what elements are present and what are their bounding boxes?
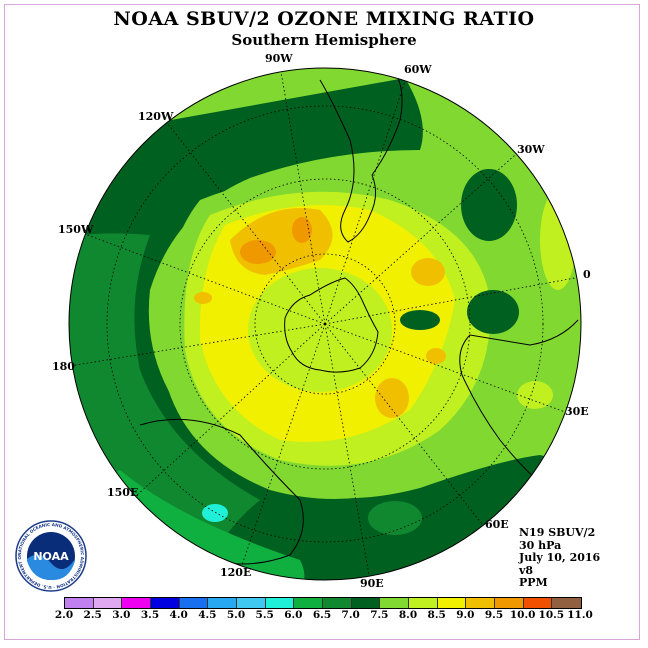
info-level: 30 hPa	[519, 538, 562, 552]
info-date: July 10, 2016	[519, 551, 601, 564]
patch-se-light	[517, 381, 553, 409]
lon-label-150w: 150W	[58, 223, 94, 236]
info-block: N19 SBUV/2 30 hPa July 10, 2016 v8 PPM	[519, 526, 601, 590]
colorbar-tick-label: 8.0	[398, 609, 418, 621]
south-america-outline	[319, 77, 403, 243]
colorbar-swatch	[552, 598, 581, 608]
colorbar-tick-label: 8.5	[427, 609, 446, 621]
lon-label-90e: 90E	[360, 577, 384, 590]
colorbar-swatch	[208, 598, 237, 608]
page-frame	[4, 4, 640, 640]
colorbar-tick-label: 3.0	[112, 609, 131, 621]
patch-east-light	[540, 190, 576, 290]
colorbar-swatch	[122, 598, 151, 608]
colorbar-tick-label: 5.5	[255, 609, 274, 621]
colorbar-swatch	[523, 598, 553, 608]
noaa-logo-icon: NATIONAL OCEANIC AND ATMOSPHERIC ADMINIS…	[14, 519, 87, 592]
colorbar-swatch	[494, 598, 524, 608]
colorbar-swatch	[466, 598, 495, 608]
patch-south	[368, 501, 422, 535]
graticule	[69, 71, 581, 576]
colorbar-swatch	[65, 598, 94, 608]
colorbar-tick-label: 10.5	[538, 609, 565, 621]
info-units: PPM	[519, 576, 548, 589]
colorbar-tick-label: 9.5	[484, 609, 504, 621]
info-satellite: N19 SBUV/2	[519, 526, 596, 539]
colorbar-tick-label: 7.5	[370, 609, 389, 621]
colorbar-tick-label: 10.0	[509, 609, 536, 621]
colorbar-tick-label: 7.0	[341, 609, 360, 621]
core-9-5-a	[240, 240, 276, 264]
antarctica-outline	[284, 277, 379, 373]
colorbar-tick-label: 6.5	[312, 609, 332, 621]
colorbar-tick-label: 5.0	[226, 609, 246, 621]
colorbar-swatch	[437, 598, 467, 608]
lon-label-150e: 150E	[107, 486, 139, 499]
logo-text: NOAA	[33, 550, 69, 563]
colorbar-swatch	[93, 598, 123, 608]
colorbar-tick-label: 3.5	[140, 609, 160, 621]
ozone-field	[69, 68, 581, 580]
lon-label-60e: 60E	[485, 518, 509, 531]
lon-label-120w: 120W	[138, 110, 174, 123]
colorbar-swatch	[294, 598, 323, 608]
lon-label-0: 0	[583, 268, 591, 281]
patch-east-c	[400, 310, 440, 330]
page-subtitle: Southern Hemisphere	[231, 31, 417, 49]
lon-label-30e: 30E	[565, 405, 589, 418]
colorbar-tick-label: 4.5	[198, 609, 217, 621]
max-9-0-e	[194, 292, 212, 304]
page-title: NOAA SBUV/2 OZONE MIXING RATIO	[113, 8, 535, 30]
colorbar-tick-label: 2.5	[83, 609, 102, 621]
colorbar-swatch	[322, 598, 352, 608]
colorbar-tick-label: 11.0	[567, 609, 593, 621]
colorbar-tick-label: 2.0	[54, 609, 74, 621]
colorbar-swatch	[351, 598, 381, 608]
map-boundary	[68, 67, 582, 581]
center-8-0	[248, 268, 392, 392]
max-9-0-b	[411, 258, 445, 286]
patch-east-a	[461, 169, 517, 241]
info-version: v8	[519, 563, 534, 577]
colorbar-swatch	[265, 598, 295, 608]
colorbar-swatch	[380, 598, 409, 608]
colorbar-ticks: 2.0 2.5 3.0 3.5 4.0 4.5 5.0 5.5 6.0 6.5 7.0 7.5 8.0 8…	[55, 609, 593, 623]
max-9-0-d	[426, 348, 446, 364]
lon-label-30w: 30W	[517, 143, 545, 156]
colorbar-tick-label: 6.0	[284, 609, 303, 621]
max-9-0-c	[375, 378, 409, 418]
patch-east-b	[467, 290, 519, 334]
core-9-5-b	[292, 217, 312, 243]
africa-outline	[459, 319, 579, 479]
colorbar-swatch	[236, 598, 266, 608]
lon-label-60w: 60W	[404, 63, 432, 76]
colorbar-swatch	[150, 598, 180, 608]
colorbar	[64, 597, 582, 609]
lon-label-180: 180	[52, 360, 75, 373]
lon-label-90w: 90W	[265, 52, 293, 65]
colorbar-tick-label: 4.0	[169, 609, 188, 621]
lon-label-120e: 120E	[220, 566, 252, 579]
colorbar-swatch	[408, 598, 438, 608]
colorbar-tick-label: 9.0	[456, 609, 475, 621]
colorbar-swatch	[179, 598, 209, 608]
